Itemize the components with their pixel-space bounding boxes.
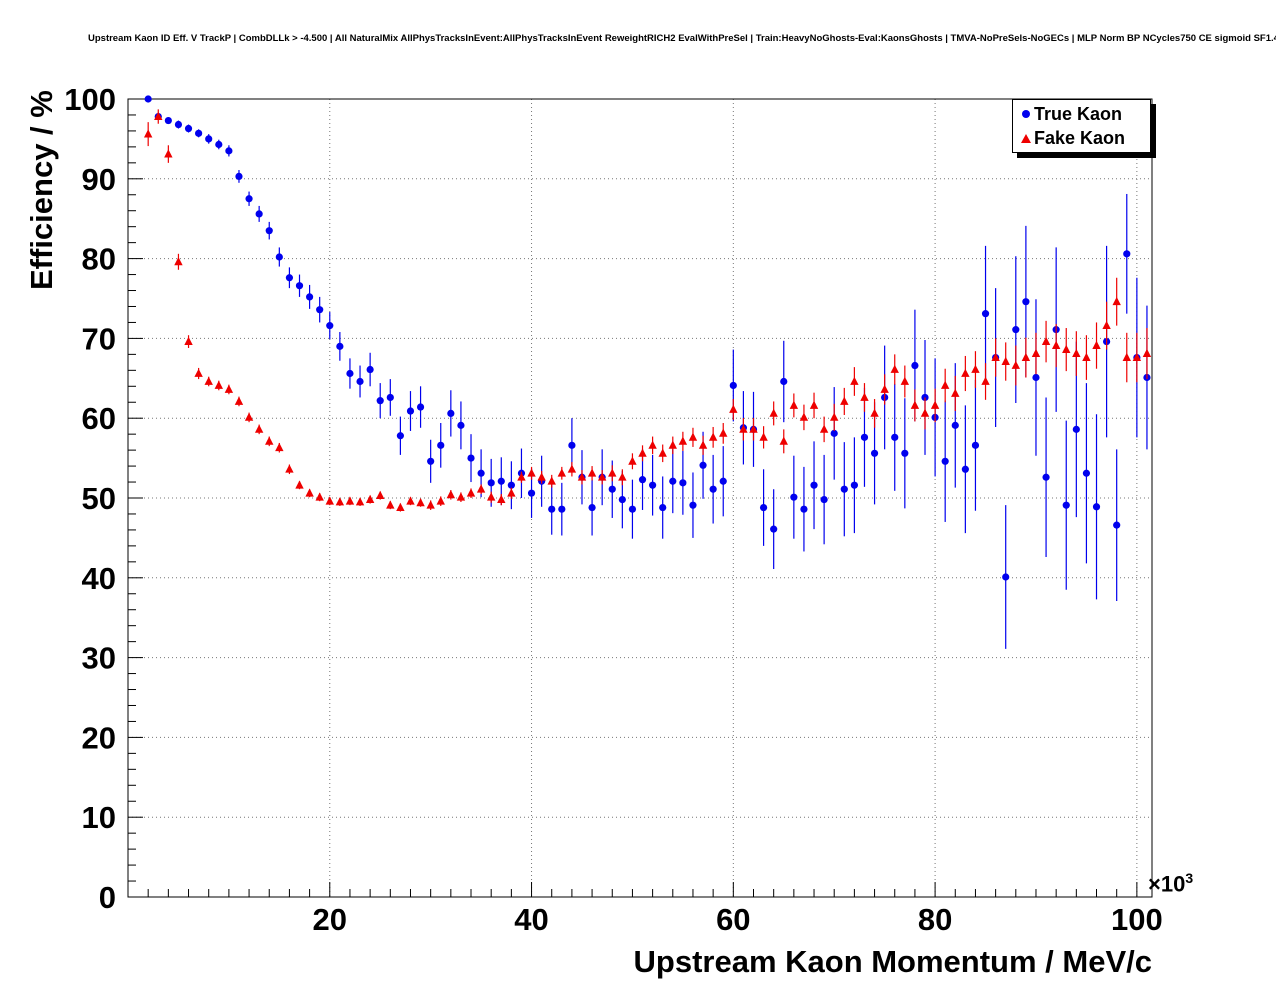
legend-item-true-kaon: True Kaon <box>1013 102 1150 126</box>
legend-label: Fake Kaon <box>1034 128 1126 148</box>
svg-text:0: 0 <box>99 880 116 915</box>
svg-text:60: 60 <box>716 902 750 937</box>
plot-title: Upstream Kaon ID Eff. V TrackP | CombDLL… <box>88 33 1276 44</box>
svg-text:70: 70 <box>82 321 116 356</box>
svg-text:40: 40 <box>82 561 116 596</box>
svg-text:50: 50 <box>82 481 116 516</box>
svg-text:100: 100 <box>64 82 116 117</box>
true-kaon-marker-icon <box>1018 110 1034 118</box>
svg-text:20: 20 <box>313 902 347 937</box>
legend-label: True Kaon <box>1034 104 1123 124</box>
svg-text:100: 100 <box>1111 902 1163 937</box>
x-axis-title: Upstream Kaon Momentum / MeV/c <box>633 944 1152 979</box>
y-axis-title: Efficiency / % <box>24 90 59 290</box>
svg-text:30: 30 <box>82 641 116 676</box>
legend-item-fake-kaon: Fake Kaon <box>1013 126 1150 150</box>
legend: True Kaon Fake Kaon <box>1012 99 1151 153</box>
x-axis-exponent-label: ×103 <box>1148 870 1194 897</box>
svg-text:80: 80 <box>82 242 116 277</box>
svg-text:20: 20 <box>82 720 116 755</box>
fake-kaon-marker-icon <box>1018 133 1034 143</box>
svg-text:10: 10 <box>82 800 116 835</box>
svg-text:60: 60 <box>82 401 116 436</box>
svg-text:90: 90 <box>82 162 116 197</box>
svg-text:40: 40 <box>514 902 548 937</box>
svg-text:80: 80 <box>918 902 952 937</box>
